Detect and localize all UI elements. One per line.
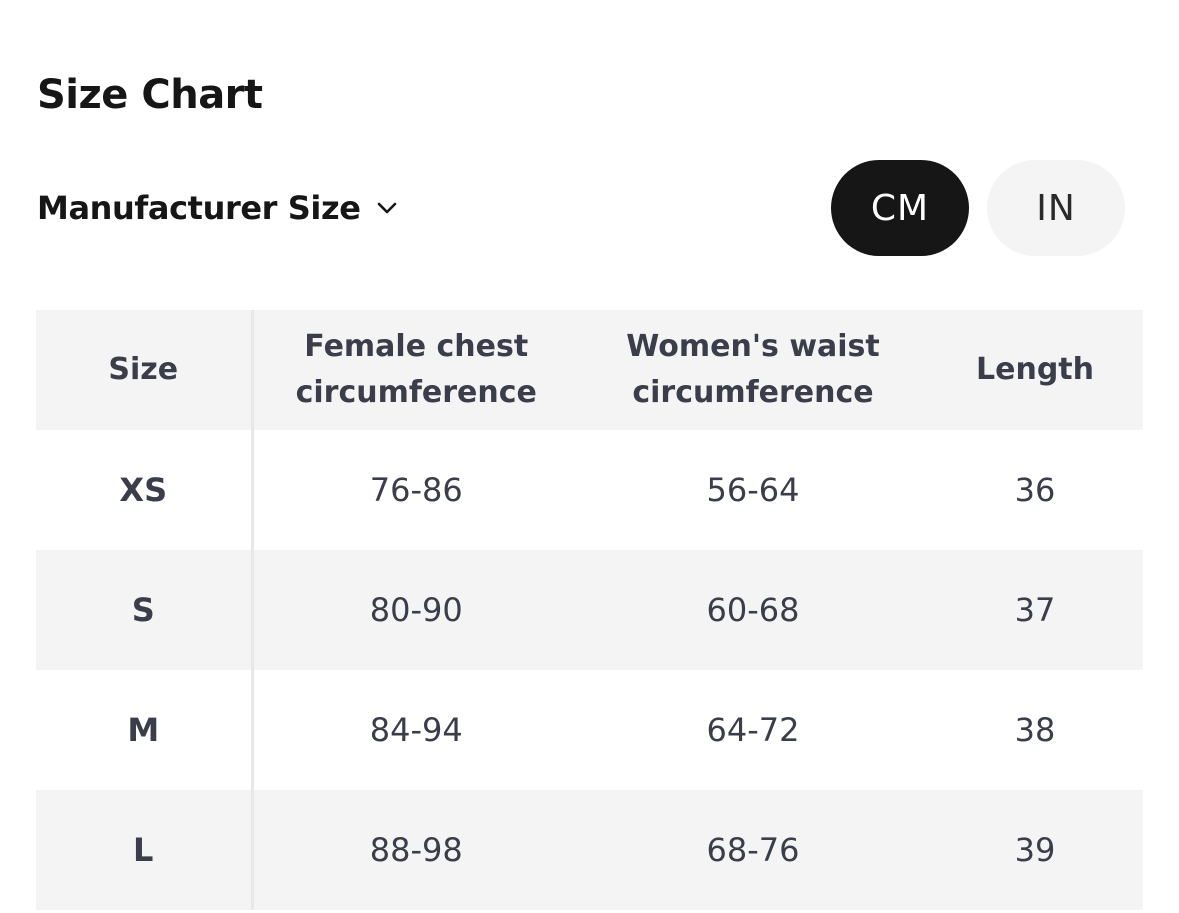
chest-cell: 84-94	[369, 711, 463, 749]
table-row: XS 76-86 56-64 36	[36, 430, 1143, 550]
length-cell: 36	[1014, 471, 1056, 509]
table-row: S 80-90 60-68 37	[36, 550, 1143, 670]
waist-cell: 56-64	[706, 471, 800, 509]
table-header-row: Size Female chest circumference Women's …	[36, 310, 1143, 430]
size-cell: M	[36, 670, 254, 790]
size-cell: XS	[36, 430, 254, 550]
size-selector-label: Manufacturer Size	[37, 189, 361, 227]
waist-cell: 68-76	[706, 831, 800, 869]
unit-cm-button[interactable]: CM	[831, 160, 969, 256]
table-row: M 84-94 64-72 38	[36, 670, 1143, 790]
size-table-container: Size Female chest circumference Women's …	[36, 310, 1143, 910]
page-title: Size Chart	[37, 72, 263, 118]
chevron-down-icon	[377, 202, 396, 214]
manufacturer-size-dropdown[interactable]: Manufacturer Size	[37, 186, 399, 230]
chest-cell: 80-90	[369, 591, 463, 629]
waist-cell: 64-72	[706, 711, 800, 749]
length-cell: 39	[1014, 831, 1056, 869]
size-cell: L	[36, 790, 254, 910]
size-cell: S	[36, 550, 254, 670]
header-size: Size	[36, 310, 254, 430]
unit-in-button[interactable]: IN	[987, 160, 1125, 256]
chest-cell: 76-86	[369, 471, 463, 509]
chest-cell: 88-98	[369, 831, 463, 869]
unit-toggle: CM IN	[831, 160, 1125, 256]
table-row: L 88-98 68-76 39	[36, 790, 1143, 910]
header-chest: Female chest circumference	[295, 329, 537, 410]
header-length: Length	[976, 352, 1094, 387]
header-waist: Women's waist circumference	[626, 329, 880, 410]
length-cell: 38	[1014, 711, 1056, 749]
waist-cell: 60-68	[706, 591, 800, 629]
size-table: Size Female chest circumference Women's …	[36, 310, 1143, 910]
length-cell: 37	[1014, 591, 1056, 629]
